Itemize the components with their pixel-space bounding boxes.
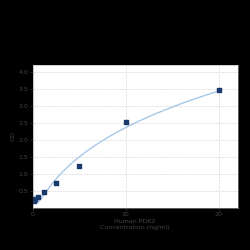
Point	[124, 120, 128, 124]
Point	[42, 190, 46, 194]
Point	[32, 199, 36, 203]
Point	[217, 88, 221, 92]
X-axis label: Human PDK2
Concentration (ng/ml): Human PDK2 Concentration (ng/ml)	[100, 220, 170, 230]
Point	[77, 164, 81, 168]
Point	[34, 197, 38, 201]
Y-axis label: OD: OD	[11, 131, 16, 141]
Point	[54, 181, 58, 185]
Point	[36, 195, 40, 199]
